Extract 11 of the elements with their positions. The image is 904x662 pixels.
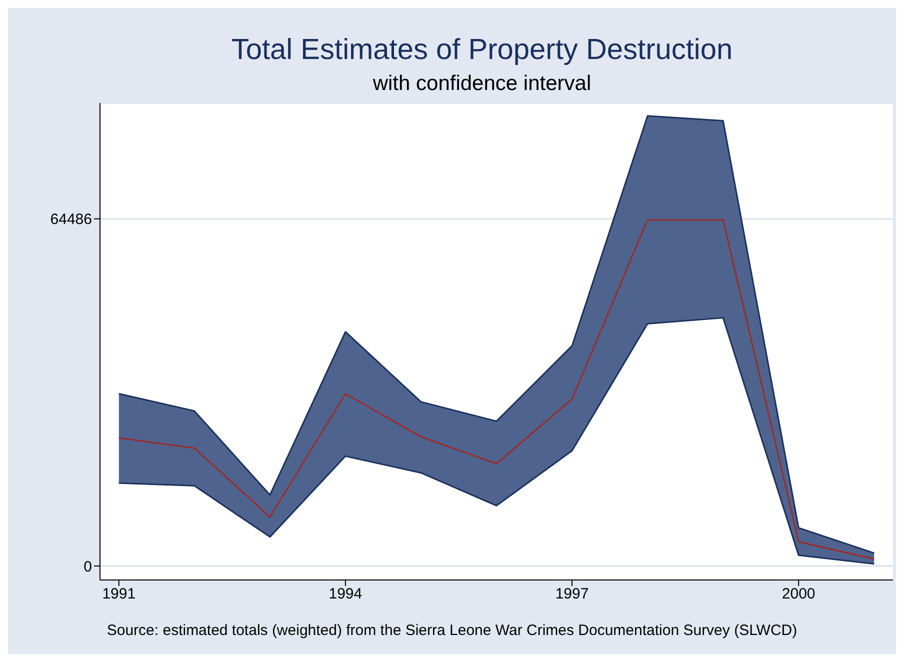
line-series — [118, 219, 875, 560]
chart-subtitle: with confidence interval — [372, 72, 592, 96]
x-tick-label: 2000 — [782, 586, 816, 603]
source-note: Source: estimated totals (weighted) from the Sierra Leone War Crimes Documentation Survey (SLWCD) — [106, 622, 798, 639]
x-tick-label: 1997 — [555, 586, 589, 603]
y-tick-label: 64486 — [50, 211, 92, 228]
chart-title: Total Estimates of Property Destruction — [230, 34, 734, 67]
x-tick-label: 1994 — [328, 586, 362, 603]
x-tick-label: 1991 — [102, 586, 136, 603]
y-tick-label: 0 — [84, 558, 92, 576]
line-series — [118, 317, 875, 565]
